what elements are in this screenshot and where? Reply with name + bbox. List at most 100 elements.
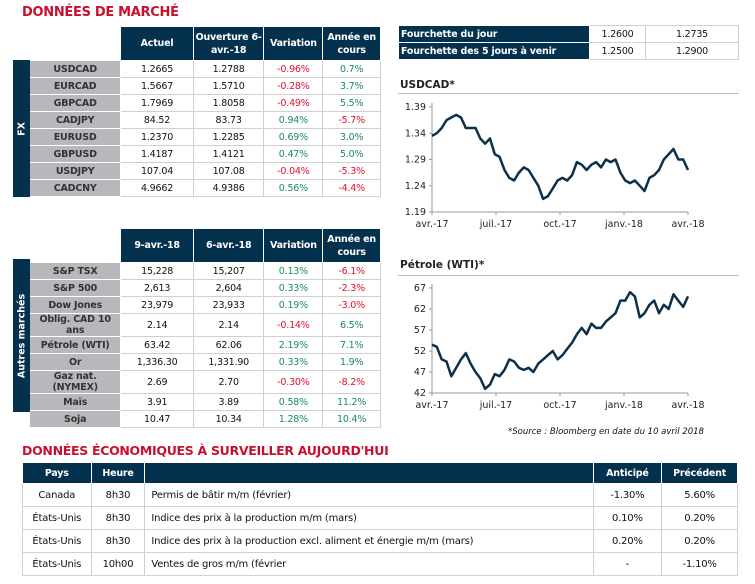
ytd-value: -2.3% xyxy=(322,279,381,297)
table-row: Dow Jones 23,979 23,933 0.19% -3.0% xyxy=(30,296,381,314)
table-row: États-Unis 8h30 Indice des prix à la pro… xyxy=(22,506,738,530)
column-header xyxy=(144,462,594,484)
current-value: 1.7969 xyxy=(120,94,194,112)
range-row: Fourchette du jour 1.2600 1.2735 xyxy=(398,25,739,43)
other-markets-table: 9-avr.-18 6-avr.-18 Variation Année en cour… xyxy=(30,228,381,428)
previous: 0.20% xyxy=(661,506,738,530)
current-value: 63.42 xyxy=(120,336,194,354)
current-value: 2.14 xyxy=(120,313,194,337)
current-value: 4.9662 xyxy=(120,179,194,197)
ytd-value: 10.4% xyxy=(322,410,381,428)
x-tick-label: avr.-18 xyxy=(671,219,704,230)
table-row: CADCNY 4.9662 4.9386 0.56% -4.4% xyxy=(30,179,381,197)
variation-value: -0.14% xyxy=(263,313,324,337)
ytd-value: -3.0% xyxy=(322,296,381,314)
eco-title: DONNÉES ÉCONOMIQUES À SURVEILLER AUJOURD… xyxy=(22,443,389,458)
time: 10h00 xyxy=(90,552,146,576)
variation-value: 1.28% xyxy=(263,410,324,428)
fx-side-label: FX xyxy=(13,60,30,197)
y-tick-label: 62 xyxy=(414,304,426,315)
ytd-value: 1.9% xyxy=(322,353,381,371)
header-row: Actuel Ouverture 6-avr.-18 Variation Année … xyxy=(30,26,381,61)
table-row: Canada 8h30 Permis de bâtir m/m (février… xyxy=(22,483,738,507)
row-label: EURCAD xyxy=(30,77,122,95)
open-value: 2,604 xyxy=(192,279,265,297)
x-tick-label: avr.-18 xyxy=(671,400,704,411)
eco-table: Pays Heure Anticipé Précédent Canada 8h30 Pe… xyxy=(22,462,738,576)
row-label: USDJPY xyxy=(30,162,122,180)
variation-value: -0.30% xyxy=(263,370,324,394)
ytd-value: 11.2% xyxy=(322,393,381,411)
current-value: 107.04 xyxy=(120,162,194,180)
variation-value: -0.96% xyxy=(263,60,324,78)
table-row: GBPCAD 1.7969 1.8058 -0.49% 5.5% xyxy=(30,94,381,112)
ytd-value: 5.5% xyxy=(322,94,381,112)
ytd-value: 0.7% xyxy=(322,60,381,78)
row-label: Or xyxy=(30,353,122,371)
open-value: 2.70 xyxy=(192,370,265,394)
open-value: 1.5710 xyxy=(192,77,265,95)
column-header: Précédent xyxy=(661,462,738,484)
country: États-Unis xyxy=(22,529,92,553)
series-line xyxy=(431,113,690,201)
current-value: 2.69 xyxy=(120,370,194,394)
open-value: 2.14 xyxy=(192,313,265,337)
row-label: GBPCAD xyxy=(30,94,122,112)
column-header: Année en cours xyxy=(322,26,381,61)
ytd-value: 3.0% xyxy=(322,128,381,146)
row-label: GBPUSD xyxy=(30,145,122,163)
open-value: 23,933 xyxy=(192,296,265,314)
expected: - xyxy=(592,552,663,576)
y-tick-label: 1.39 xyxy=(405,102,426,113)
open-value: 1.4121 xyxy=(192,145,265,163)
previous: 5.60% xyxy=(661,483,738,507)
other-side-label: Autres marchés xyxy=(13,259,30,412)
column-header: 6-avr.-18 xyxy=(192,228,265,263)
row-label: Pétrole (WTI) xyxy=(30,336,122,354)
indicator: Indice des prix à la production m/m (mar… xyxy=(144,506,594,530)
usdcad-chart-title: USDCAD* xyxy=(400,79,455,91)
current-value: 3.91 xyxy=(120,393,194,411)
header-row: Pays Heure Anticipé Précédent xyxy=(22,462,738,484)
current-value: 1.2665 xyxy=(120,60,194,78)
open-value: 4.9386 xyxy=(192,179,265,197)
y-tick-label: 1.34 xyxy=(405,128,426,139)
divider xyxy=(398,275,739,276)
open-value: 107.08 xyxy=(192,162,265,180)
time: 8h30 xyxy=(90,483,146,507)
time: 8h30 xyxy=(90,506,146,530)
open-value: 3.89 xyxy=(192,393,265,411)
row-label: CADJPY xyxy=(30,111,122,129)
x-tick-label: janv.-18 xyxy=(604,219,643,230)
x-tick-label: avr.-17 xyxy=(415,219,448,230)
range-row: Fourchette des 5 jours à venir 1.2500 1.29… xyxy=(398,42,739,60)
table-row: EURCAD 1.5667 1.5710 -0.28% 3.7% xyxy=(30,77,381,95)
ytd-value: -5.7% xyxy=(322,111,381,129)
open-value: 1.2285 xyxy=(192,128,265,146)
column-header: Anticipé xyxy=(592,462,663,484)
y-tick-label: 52 xyxy=(414,346,426,357)
current-value: 1.5667 xyxy=(120,77,194,95)
current-value: 15,228 xyxy=(120,262,194,280)
variation-value: -0.49% xyxy=(263,94,324,112)
row-label: Maïs xyxy=(30,393,122,411)
open-value: 1.2788 xyxy=(192,60,265,78)
column-header: Année en cours xyxy=(322,228,381,263)
divider xyxy=(398,93,739,94)
variation-value: 0.33% xyxy=(263,279,324,297)
row-label: Soja xyxy=(30,410,122,428)
variation-value: 0.13% xyxy=(263,262,324,280)
current-value: 23,979 xyxy=(120,296,194,314)
source-note: *Source : Bloomberg en date du 10 avril … xyxy=(508,427,704,437)
indicator: Ventes de gros m/m (février xyxy=(144,552,594,576)
country: États-Unis xyxy=(22,506,92,530)
row-label: Dow Jones xyxy=(30,296,122,314)
y-tick-label: 67 xyxy=(414,283,426,294)
indicator: Permis de bâtir m/m (février) xyxy=(144,483,594,507)
variation-value: 0.56% xyxy=(263,179,324,197)
table-row: Oblig. CAD 10 ans 2.14 2.14 -0.14% 6.5% xyxy=(30,313,381,337)
ytd-value: -6.1% xyxy=(322,262,381,280)
market-title: DONNÉES DE MARCHÉ xyxy=(22,5,179,20)
table-row: États-Unis 10h00 Ventes de gros m/m (fév… xyxy=(22,552,738,576)
column-header: Actuel xyxy=(120,26,194,61)
